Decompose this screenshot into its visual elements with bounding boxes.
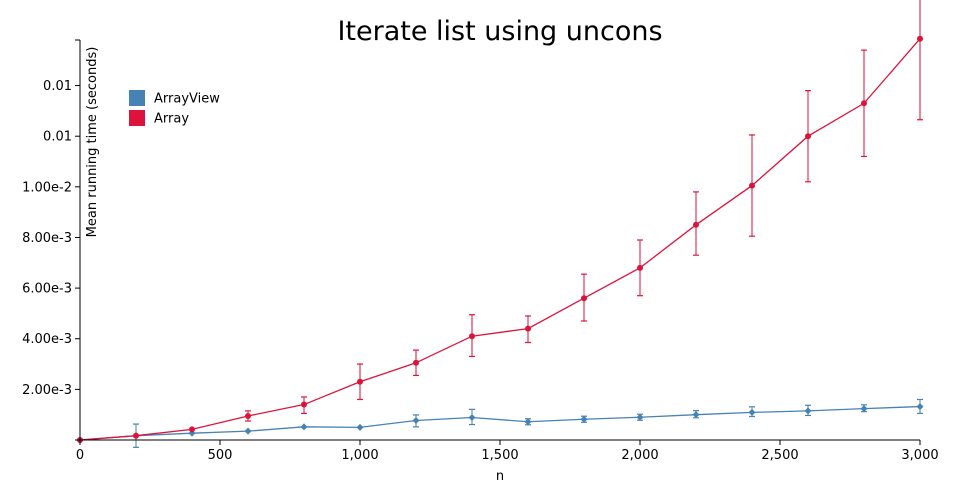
data-point — [245, 412, 251, 419]
x-tick-label: 3,000 — [901, 448, 938, 463]
data-point — [692, 411, 700, 419]
legend-swatch-arrayview — [129, 90, 145, 106]
y-tick-label: 0.01 — [43, 79, 72, 94]
data-point — [861, 100, 867, 107]
data-point — [357, 378, 363, 385]
data-point — [133, 432, 139, 439]
data-point — [748, 408, 756, 416]
data-point — [581, 295, 587, 302]
data-point — [805, 133, 811, 140]
data-point — [860, 405, 868, 413]
y-tick-label: 2.00e-3 — [22, 383, 72, 398]
y-tick-label: 1.00e-2 — [22, 180, 72, 195]
y-tick-label: 0.01 — [43, 130, 72, 145]
series-line — [79, 38, 921, 441]
data-point — [356, 423, 364, 431]
series-array — [77, 0, 923, 443]
x-tick-label: 1,000 — [341, 448, 378, 463]
data-point — [244, 427, 252, 435]
x-tick-label: 500 — [208, 448, 233, 463]
data-point — [189, 426, 195, 433]
y-tick-label: 6.00e-3 — [22, 282, 72, 297]
x-tick-label: 2,500 — [761, 448, 798, 463]
y-axis-label: Mean running time (seconds) — [85, 47, 100, 238]
legend-label-array: Array — [154, 112, 189, 127]
series-line — [79, 405, 921, 441]
x-tick-label: 2,000 — [621, 448, 658, 463]
data-point — [468, 413, 476, 421]
data-point — [524, 418, 532, 426]
y-tick-label: 4.00e-3 — [22, 332, 72, 347]
x-tick-label: 0 — [76, 448, 84, 463]
data-point — [412, 417, 420, 425]
chart-title: Iterate list using uncons — [337, 16, 662, 47]
x-axis: 0 500 1,000 1,500 2,000 2,500 3,000 — [76, 439, 939, 463]
plot-area — [76, 0, 924, 448]
legend: ArrayView Array — [129, 90, 220, 127]
data-point — [804, 407, 812, 415]
x-axis-label: n — [496, 469, 504, 484]
data-point — [300, 423, 308, 431]
legend-label-arrayview: ArrayView — [154, 92, 220, 107]
y-axis: 2.00e-3 4.00e-3 6.00e-3 8.00e-3 1.00e-2 0.01 0… — [22, 39, 81, 441]
data-point — [637, 264, 643, 271]
data-point — [301, 401, 307, 408]
data-point — [469, 333, 475, 340]
data-point — [916, 403, 924, 411]
data-point — [693, 221, 699, 228]
data-point — [525, 325, 531, 332]
y-tick-label: 8.00e-3 — [22, 231, 72, 246]
data-point — [413, 359, 419, 366]
data-point — [917, 35, 923, 42]
data-point — [636, 413, 644, 421]
x-tick-label: 1,500 — [481, 448, 518, 463]
data-point — [580, 415, 588, 423]
legend-swatch-array — [129, 110, 145, 126]
data-point — [749, 182, 755, 189]
